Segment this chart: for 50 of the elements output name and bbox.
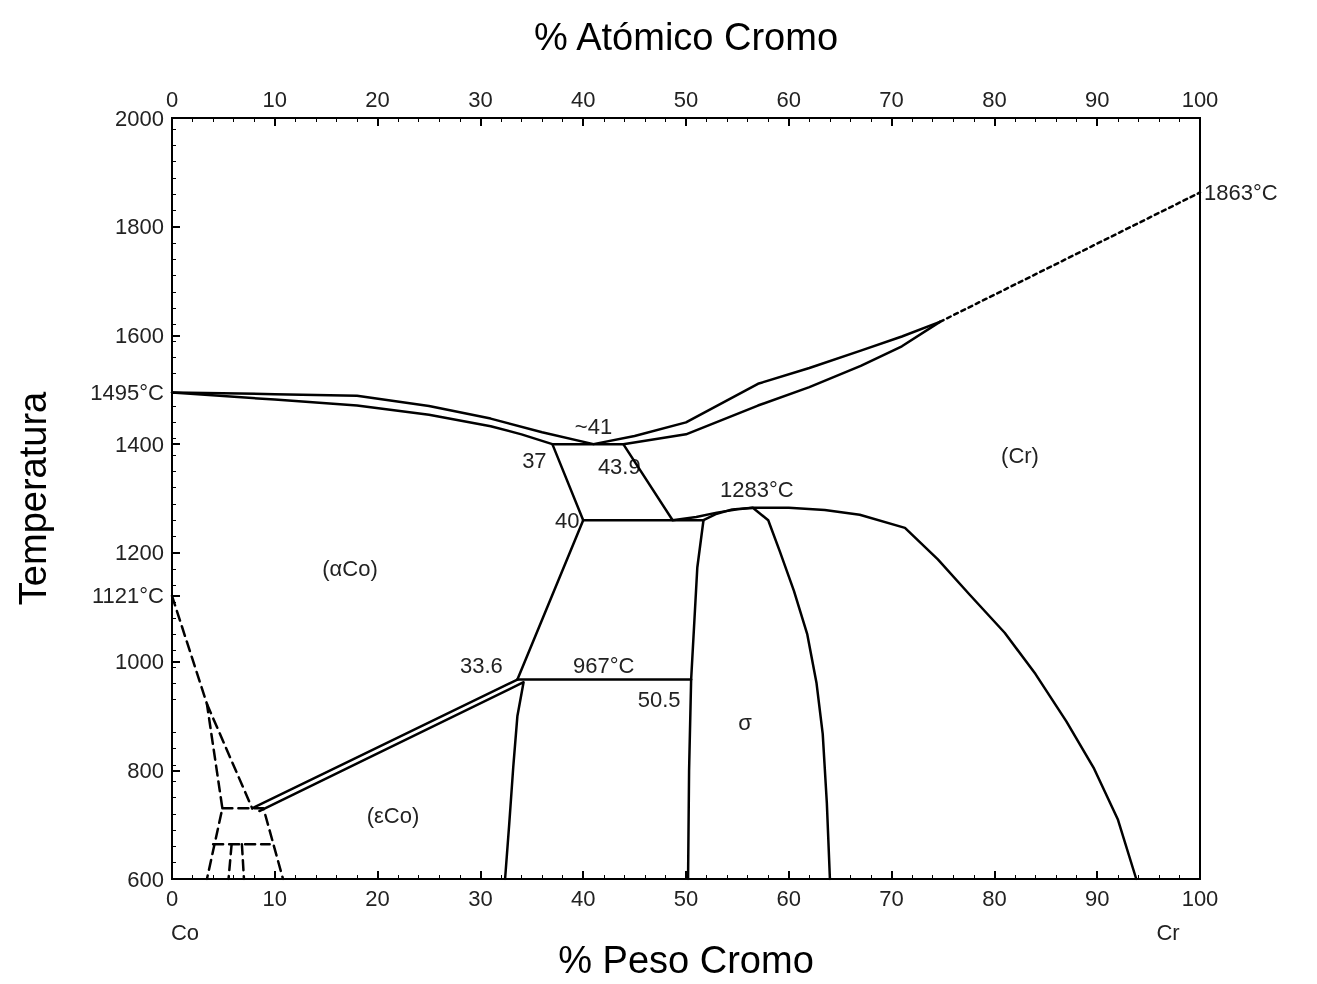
annotation: σ [738,709,753,735]
y-tick-label: 600 [127,866,164,892]
x-tick-label: 40 [570,86,596,112]
y-tick-label: 1600 [115,322,164,348]
x-tick-label: 60 [776,86,802,112]
x-tick-label: 0 [165,86,179,112]
x-tick-label: 50 [673,86,699,112]
x-tick-label: 90 [1084,86,1110,112]
y-tick-label: 1400 [115,431,164,457]
x2-tick-label: 10 [262,885,288,911]
y-tick-label: 1800 [115,214,164,240]
x2-tick-label: 40 [570,885,596,911]
text: Cr [1156,919,1180,945]
annotation: (εCo) [366,802,420,828]
y-tick-label: 800 [127,757,164,783]
annotation: 50.5 [637,687,681,713]
x2-tick-label: 0 [165,885,179,911]
x2-tick-label: 100 [1181,885,1219,911]
annotation: 1283°C [720,477,794,503]
annotation: 967°C [573,653,635,679]
annotation: 43.9 [597,453,641,479]
annotation: (Cr) [1001,442,1039,468]
y-tick-label: 1000 [115,649,164,675]
x-tick-label: 100 [1181,86,1219,112]
annotation: (αCo) [322,555,378,581]
y-tick-label: 2000 [115,105,164,131]
x2-tick-label: 50 [673,885,699,911]
x-tick-label: 70 [879,86,904,112]
x2-axis-title: % Atómico Cromo [533,16,839,58]
annotation: 40 [554,507,580,533]
text: Co [170,919,200,945]
annotation: 33.6 [459,653,503,679]
x2-tick-label: 20 [365,885,390,911]
x-tick-label: 30 [468,86,493,112]
x2-tick-label: 90 [1084,885,1110,911]
y-tick-label: 1495°C [90,380,165,405]
x-tick-label: 20 [365,86,390,112]
x2-tick-label: 80 [982,885,1007,911]
annotation: 37 [522,447,547,473]
x2-tick-label: 70 [879,885,904,911]
y-tick-label: 1200 [115,540,164,566]
annotation: ~41 [574,413,613,439]
x-tick-label: 80 [982,86,1007,112]
x2-tick-label: 60 [776,885,802,911]
x-tick-label: 10 [262,86,288,112]
x2-tick-label: 30 [468,885,493,911]
y-axis-title: Temperatura [12,390,54,606]
annotation: 1863°C [1204,179,1278,205]
x-axis-title: % Peso Cromo [558,939,814,981]
y-tick-label: 1121°C [92,583,165,609]
